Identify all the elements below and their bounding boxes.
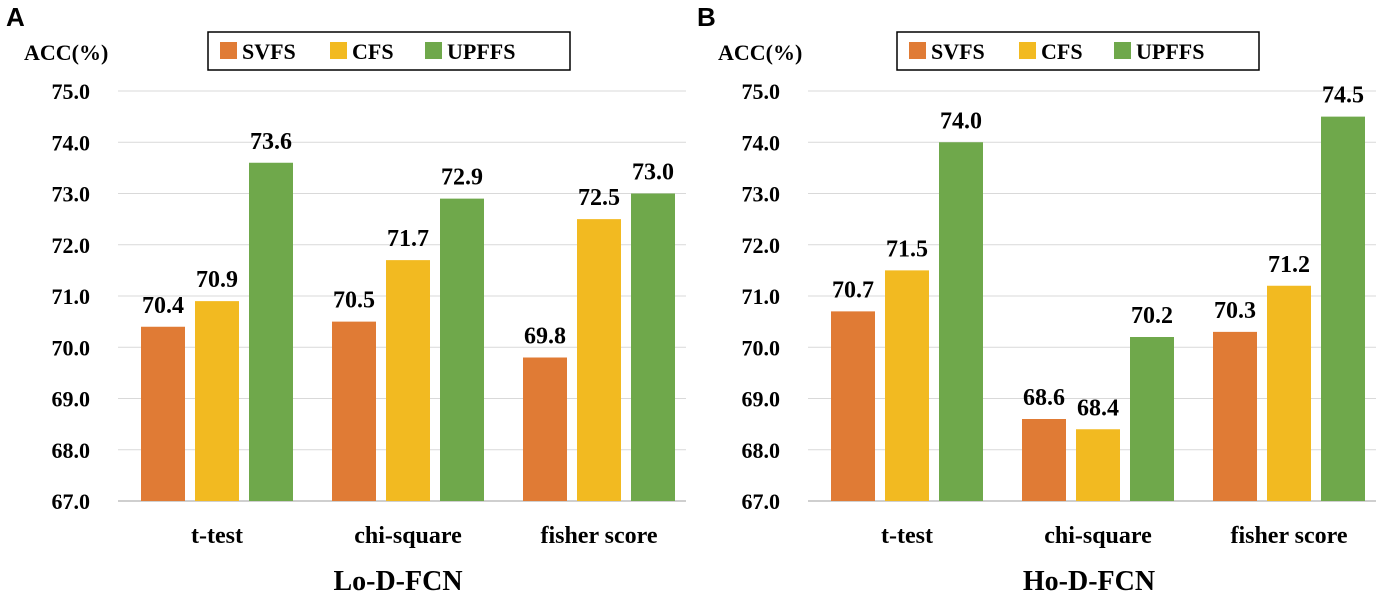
panel-b-bar-cfs-t-test — [885, 270, 929, 501]
panel-b-bar-svfs-t-test — [831, 311, 875, 501]
panel-b-data-label-upffs-t-test: 74.0 — [940, 108, 982, 134]
panel-a-legend: SVFS CFS UPFFS — [207, 31, 571, 71]
panel-a-legend-label-upffs: UPFFS — [447, 39, 515, 64]
panel-b-bars — [831, 116, 1365, 501]
panel-b-legend-swatch-cfs — [1019, 42, 1036, 59]
panel-b-data-label-svfs-t-test: 70.7 — [832, 277, 874, 303]
panel-b-data-label-svfs-chi-square: 68.6 — [1023, 385, 1065, 411]
panel-a-letter: A — [6, 2, 25, 32]
panel-b-data-label-cfs-fisher-score: 71.2 — [1268, 252, 1310, 278]
panel-a-category-labels: t-test chi-square fisher score — [191, 523, 658, 549]
panel-b-category-label-fisher-score: fisher score — [1230, 523, 1347, 549]
panel-a-legend-swatch-cfs — [330, 42, 347, 59]
panel-b-bar-upffs-chi-square — [1130, 337, 1174, 501]
panel-a-category-label-chi-square: chi-square — [354, 523, 462, 549]
panel-b-bar-cfs-fisher-score — [1267, 285, 1311, 501]
panel-a-data-label-upffs-chi-square: 72.9 — [441, 165, 483, 191]
panel-a-legend-label-svfs: SVFS — [242, 39, 296, 64]
panel-a-y-tick-label: 74.0 — [52, 130, 91, 155]
panel-b-legend-label-svfs: SVFS — [931, 39, 985, 64]
panel-b-legend-box — [896, 31, 1260, 71]
panel-b-y-tick-label: 75.0 — [742, 79, 781, 104]
panel-b-legend-label-cfs: CFS — [1041, 39, 1083, 64]
panel-a-y-axis-label: ACC(%) — [24, 40, 108, 65]
panel-b-y-tick-label: 68.0 — [742, 438, 781, 463]
panel-a-legend-swatch-upffs — [425, 42, 442, 59]
panel-a-category-label-t-test: t-test — [191, 523, 243, 549]
panel-a-data-labels: 70.4 70.9 73.6 70.5 71.7 72.9 69.8 72.5 73.0 — [142, 129, 674, 350]
panel-a-data-label-svfs-chi-square: 70.5 — [333, 288, 375, 314]
panel-a-bar-upffs-t-test — [249, 162, 293, 501]
panel-a-chart: A ACC(%) SVFS CFS UPFFS 67.0 68.0 69.0 70.0… — [6, 2, 686, 597]
panel-b-data-label-upffs-fisher-score: 74.5 — [1322, 83, 1364, 109]
panel-a-data-label-cfs-t-test: 70.9 — [196, 267, 238, 293]
panel-a-bar-svfs-t-test — [141, 326, 185, 501]
panel-a-y-tick-label: 71.0 — [52, 284, 91, 309]
panel-a-y-tick-label: 67.0 — [52, 489, 91, 514]
panel-b-data-label-cfs-chi-square: 68.4 — [1077, 395, 1119, 421]
panel-b-y-tick-label: 72.0 — [742, 233, 781, 258]
panel-a-y-tick-label: 69.0 — [52, 387, 91, 412]
panel-a-data-label-svfs-fisher-score: 69.8 — [524, 324, 566, 350]
panel-b-y-tick-label: 74.0 — [742, 130, 781, 155]
panel-a-bar-svfs-chi-square — [332, 321, 376, 501]
panel-b-y-tick-label: 69.0 — [742, 387, 781, 412]
panel-b-category-label-t-test: t-test — [881, 523, 933, 549]
panel-b-y-axis-label: ACC(%) — [718, 40, 802, 65]
panel-a-category-label-fisher-score: fisher score — [540, 523, 657, 549]
panel-b-y-tick-label: 73.0 — [742, 182, 781, 207]
panel-b-y-ticks: 67.0 68.0 69.0 70.0 71.0 72.0 73.0 74.0 75.0 — [742, 79, 781, 514]
panel-b-category-label-chi-square: chi-square — [1044, 523, 1152, 549]
panel-b-data-labels: 70.7 71.5 74.0 68.6 68.4 70.2 70.3 71.2 74.5 — [832, 83, 1364, 422]
panel-a-y-tick-label: 70.0 — [52, 335, 91, 360]
panel-a-bar-cfs-t-test — [195, 301, 239, 501]
panel-a-bar-cfs-fisher-score — [577, 219, 621, 501]
panel-b-bar-upffs-fisher-score — [1321, 116, 1365, 501]
panel-a-bar-cfs-chi-square — [386, 260, 430, 501]
panel-b-bar-cfs-chi-square — [1076, 429, 1120, 501]
panel-b-chart: B ACC(%) SVFS CFS UPFFS 67.0 68.0 69.0 70.0… — [697, 2, 1376, 597]
panel-a-legend-label-cfs: CFS — [352, 39, 394, 64]
panel-a-data-label-cfs-fisher-score: 72.5 — [578, 185, 620, 211]
panel-a-legend-box — [207, 31, 571, 71]
panel-b-y-tick-label: 67.0 — [742, 489, 781, 514]
panel-a-bar-upffs-chi-square — [440, 198, 484, 501]
panel-b-data-label-cfs-t-test: 71.5 — [886, 236, 928, 262]
panel-b-letter: B — [697, 2, 716, 32]
panel-a-y-tick-label: 75.0 — [52, 79, 91, 104]
panel-b-legend-swatch-upffs — [1114, 42, 1131, 59]
panel-b-y-tick-label: 71.0 — [742, 284, 781, 309]
panel-a-legend-swatch-svfs — [220, 42, 237, 59]
panel-b-bar-svfs-fisher-score — [1213, 331, 1257, 501]
panel-a-y-tick-label: 68.0 — [52, 438, 91, 463]
panel-b-bar-svfs-chi-square — [1022, 419, 1066, 501]
panel-a-y-tick-label: 72.0 — [52, 233, 91, 258]
panel-b-data-label-upffs-chi-square: 70.2 — [1131, 303, 1173, 329]
panel-b-bar-upffs-t-test — [939, 142, 983, 501]
panel-a-data-label-svfs-t-test: 70.4 — [142, 293, 184, 319]
panel-a-bar-svfs-fisher-score — [523, 357, 567, 501]
panel-a-y-ticks: 67.0 68.0 69.0 70.0 71.0 72.0 73.0 74.0 75.0 — [52, 79, 91, 514]
panel-a-bars — [141, 162, 675, 501]
panel-a-data-label-upffs-fisher-score: 73.0 — [632, 160, 674, 186]
panel-b-x-axis-title: Ho-D-FCN — [1023, 566, 1155, 597]
panel-a-x-axis-title: Lo-D-FCN — [333, 566, 462, 597]
panel-a-y-tick-label: 73.0 — [52, 182, 91, 207]
panel-b-y-tick-label: 70.0 — [742, 335, 781, 360]
panel-b-category-labels: t-test chi-square fisher score — [881, 523, 1348, 549]
panel-a-data-label-cfs-chi-square: 71.7 — [387, 226, 429, 252]
panel-b-legend-label-upffs: UPFFS — [1136, 39, 1204, 64]
panel-b-data-label-svfs-fisher-score: 70.3 — [1214, 298, 1256, 324]
panel-b-legend: SVFS CFS UPFFS — [896, 31, 1260, 71]
panel-b-legend-swatch-svfs — [909, 42, 926, 59]
panel-a-bar-upffs-fisher-score — [631, 193, 675, 501]
panel-a-data-label-upffs-t-test: 73.6 — [250, 129, 292, 155]
